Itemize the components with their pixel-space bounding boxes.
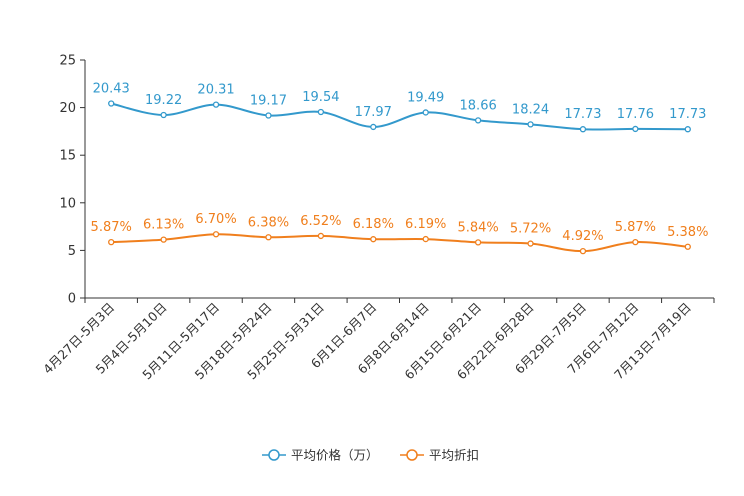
data-label: 6.19% [405,217,446,232]
data-label: 5.38% [667,225,708,240]
data-label: 6.38% [248,215,289,230]
data-label: 5.87% [615,220,656,235]
legend-item-1[interactable]: 平均折扣 [400,448,479,463]
data-point[interactable] [370,236,377,243]
series-line [110,102,688,131]
data-label: 19.22 [145,93,182,108]
y-tick-label: 0 [68,292,76,307]
data-point[interactable] [579,248,587,255]
data-label: 17.73 [564,107,601,122]
data-point[interactable] [265,234,272,241]
data-point[interactable] [527,240,534,247]
data-label: 17.76 [617,107,654,122]
legend-marker-icon [406,449,418,461]
data-label: 18.24 [512,102,549,117]
data-label: 6.70% [195,212,236,227]
data-point[interactable] [212,231,220,238]
data-label: 4.92% [562,229,603,244]
data-point[interactable] [108,100,115,107]
data-label: 6.18% [353,217,394,232]
data-label: 17.97 [355,105,392,120]
data-label: 20.31 [197,83,234,98]
data-point[interactable] [474,239,482,246]
data-label: 5.84% [457,220,498,235]
data-point[interactable] [370,123,377,131]
data-point[interactable] [527,121,534,128]
data-label: 20.43 [93,82,130,97]
data-point[interactable] [632,238,639,246]
y-tick-label: 10 [59,196,76,211]
legend-item-0[interactable]: 平均价格（万） [262,448,379,463]
data-point[interactable] [212,101,220,108]
series-1: 5.87% 6.13% 6.70% 6.38% 6.52% 6.18% 6.19% 5.84%… [91,212,708,255]
data-point[interactable] [265,112,272,119]
data-point[interactable] [108,238,115,246]
data-point[interactable] [160,236,167,243]
data-label: 6.52% [300,214,341,229]
series-0: 20.43 19.22 20.31 19.17 19.54 17.97 19.49 18.66… [93,82,706,133]
data-label: 19.17 [250,94,287,109]
data-point[interactable] [579,126,587,133]
data-point[interactable] [422,235,429,243]
y-tick-label: 25 [59,54,76,69]
data-point[interactable] [317,108,325,116]
legend-label: 平均折扣 [429,448,479,463]
data-label: 5.72% [510,222,551,237]
series-line [111,233,688,253]
data-point[interactable] [684,243,691,250]
legend-label: 平均价格（万） [291,448,379,463]
y-axis: 0 5 10 15 20 25 [59,54,86,307]
data-label: 6.13% [143,218,184,233]
data-label: 18.66 [460,98,497,113]
series-layer: 20.43 19.22 20.31 19.17 19.54 17.97 19.49 18.66… [91,82,708,255]
data-point[interactable] [422,109,429,116]
data-point[interactable] [317,232,325,240]
legend-marker-icon [268,449,280,461]
data-point[interactable] [632,125,639,133]
data-point[interactable] [474,117,482,124]
y-tick-label: 20 [59,101,76,116]
data-label: 17.73 [669,107,706,122]
legend: 平均价格（万） 平均折扣 [262,448,479,463]
y-tick-label: 15 [59,149,76,164]
data-label: 5.87% [91,220,132,235]
data-label: 19.49 [407,90,444,105]
data-label: 19.54 [302,90,339,105]
data-point[interactable] [160,111,167,119]
x-axis: 4月27日-5月3日5月4日-5月10日5月11日-5月17日5月18日-5月2… [40,297,715,382]
data-point[interactable] [684,126,691,133]
y-tick-label: 5 [68,244,76,259]
